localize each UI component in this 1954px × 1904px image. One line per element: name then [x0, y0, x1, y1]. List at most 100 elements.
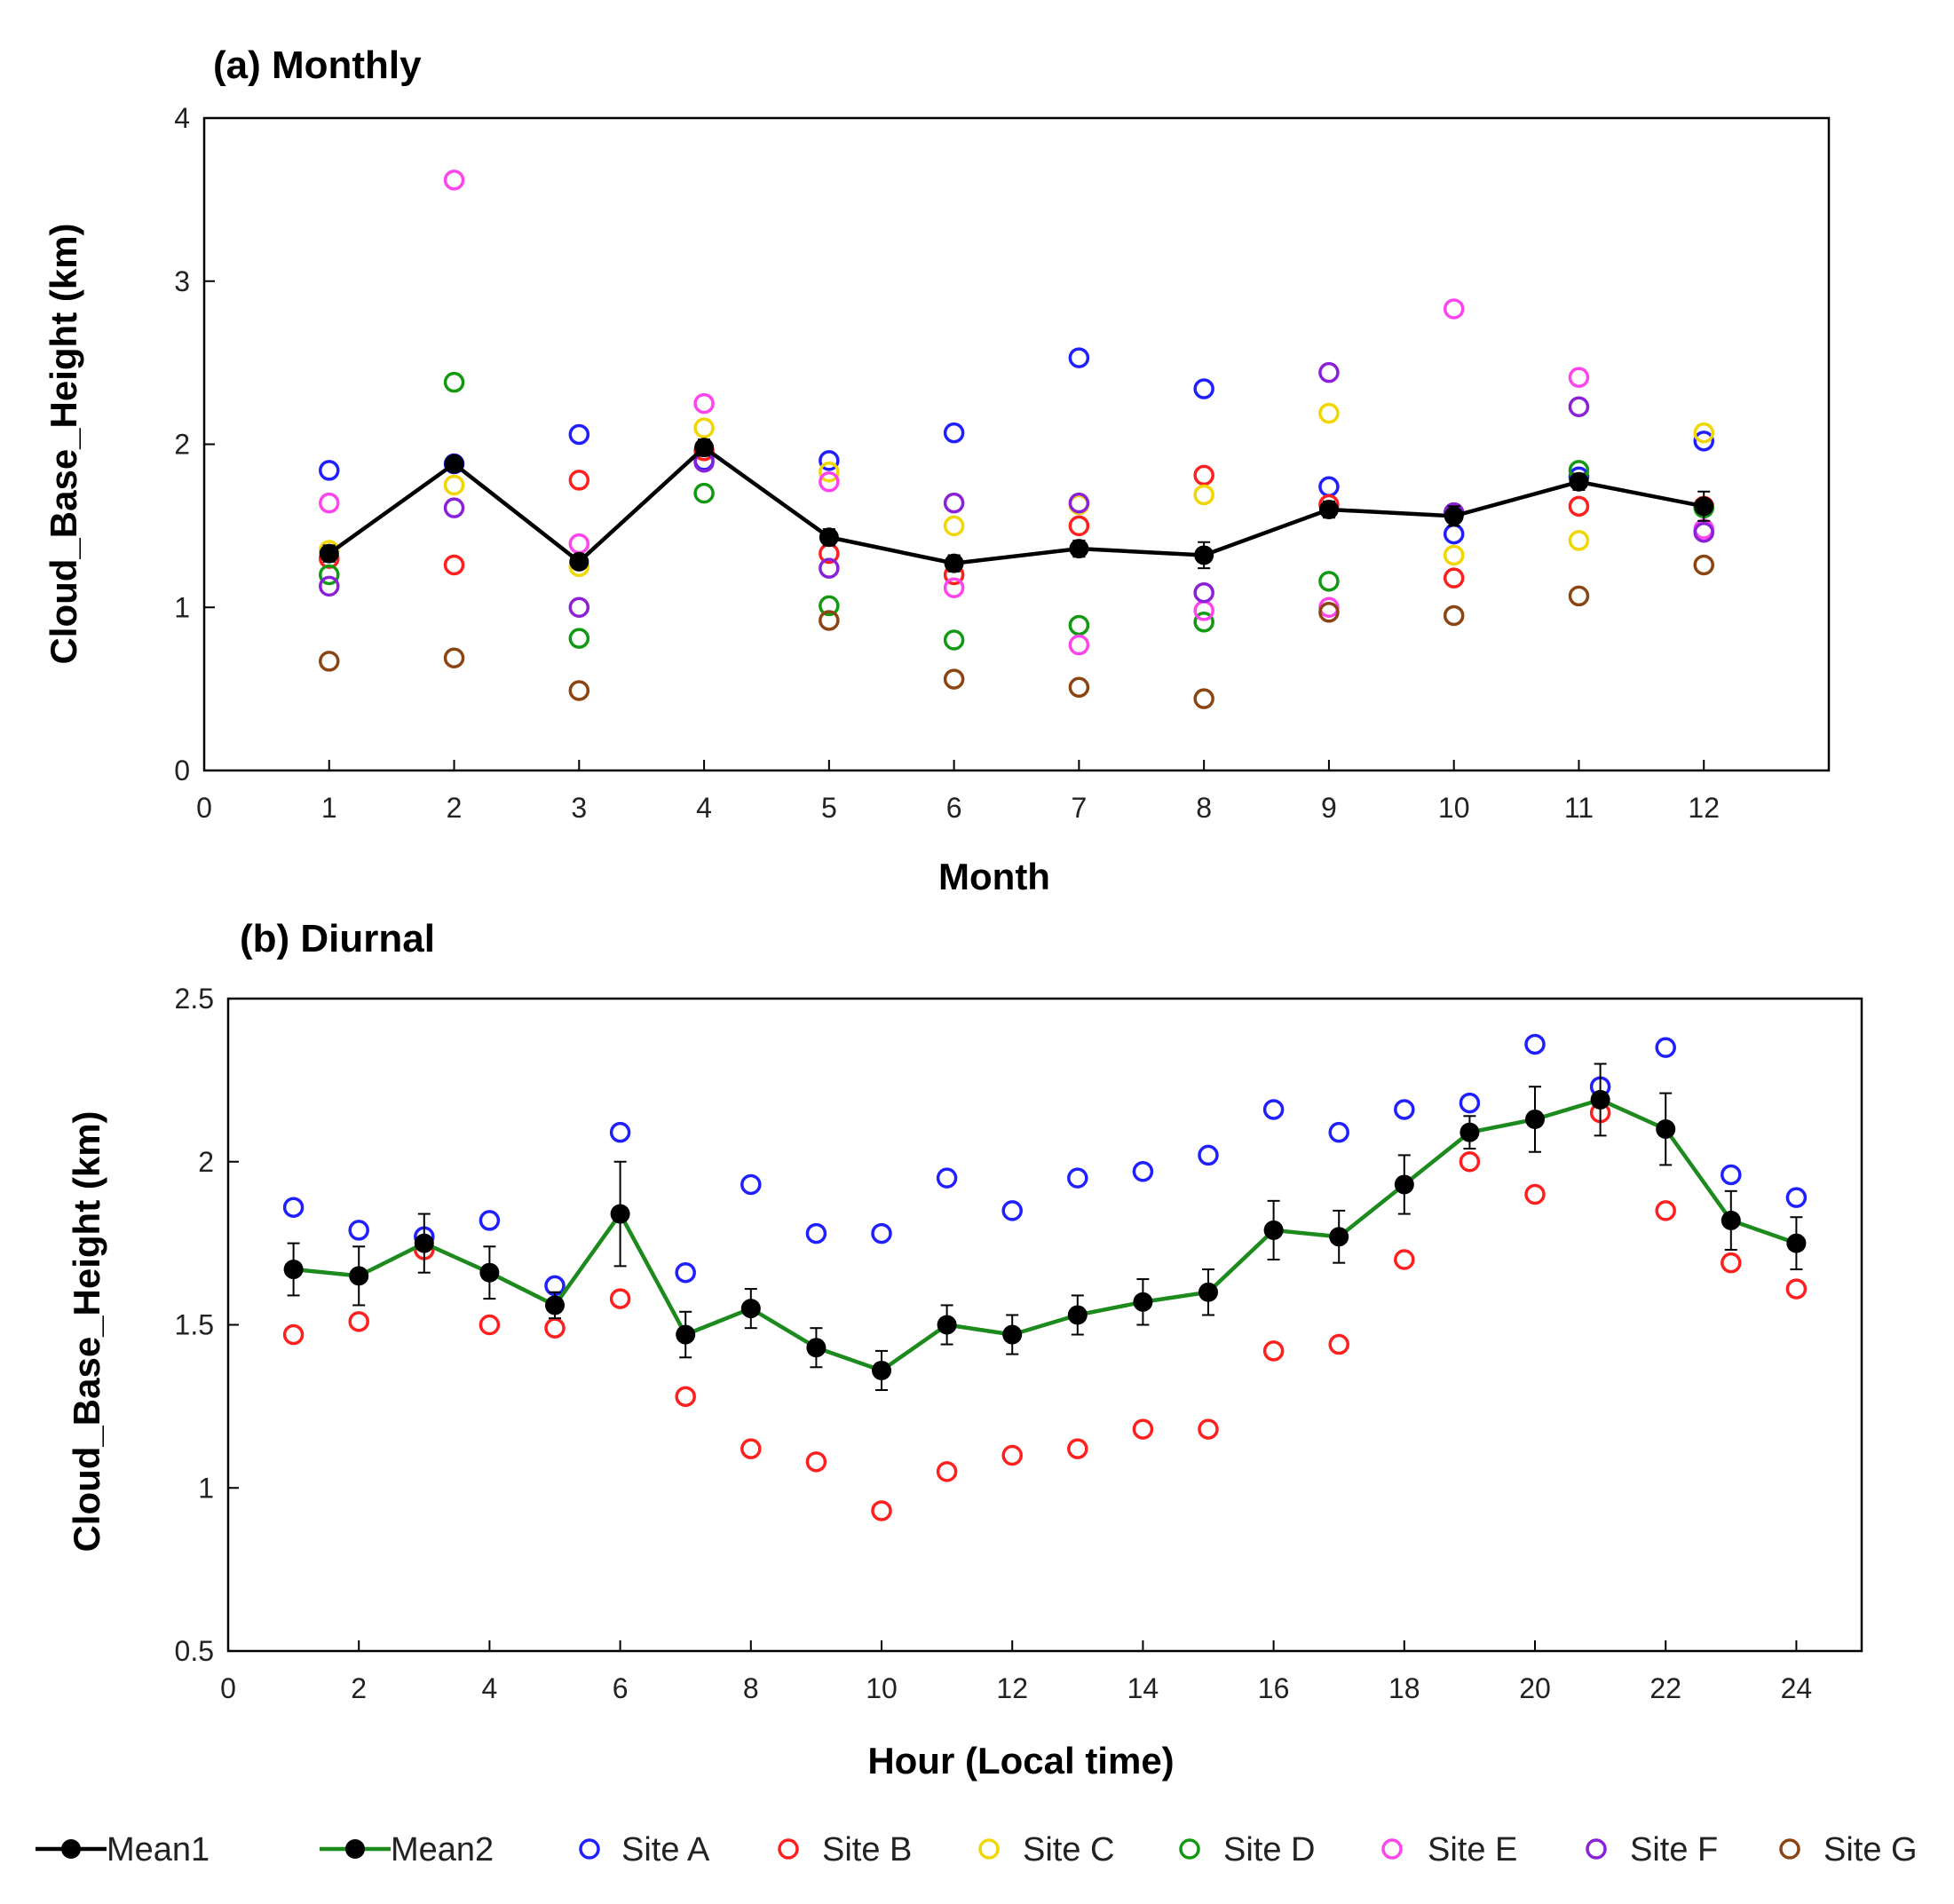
monthly-site-d-point: [568, 628, 590, 649]
monthly-x-tick-label: 5: [821, 792, 837, 824]
monthly-series-site-b: [319, 440, 1714, 589]
monthly-site-g-point: [943, 668, 965, 690]
monthly-series-site-c: [319, 402, 1714, 578]
diurnal-mean2-point: [872, 1360, 891, 1380]
diurnal-mean2-point: [806, 1338, 827, 1358]
diurnal-site-a-point: [1132, 1161, 1154, 1182]
monthly-mean1-point: [444, 454, 464, 474]
monthly-x-tick-label: 6: [946, 792, 962, 824]
monthly-y-tick-label: 1: [174, 591, 190, 623]
diurnal-site-a-point: [1067, 1167, 1088, 1189]
diurnal-site-a-point: [1785, 1187, 1808, 1208]
legend-marker-swatch: [579, 1838, 600, 1860]
diurnal-x-tick-label: 24: [1781, 1672, 1813, 1704]
diurnal-site-b-point: [1067, 1438, 1088, 1459]
diurnal-x-tick-label: 12: [996, 1672, 1028, 1704]
monthly-mean1-point: [944, 553, 964, 573]
legend-item-site-a: Site A: [579, 1831, 710, 1868]
legend-item-mean2: Mean2: [320, 1831, 494, 1868]
monthly-site-a-point: [1693, 431, 1714, 452]
legend-marker-swatch: [1381, 1838, 1403, 1860]
diurnal-site-a-point: [1001, 1200, 1023, 1221]
monthly-y-ticks: 0 1 2 3 4: [174, 102, 215, 786]
diurnal-site-a-point: [1721, 1164, 1742, 1186]
monthly-site-g-point: [1443, 604, 1465, 627]
monthly-series-site-d: [319, 371, 1714, 651]
diurnal-site-b-point: [1785, 1278, 1808, 1300]
diurnal-site-b-point: [1655, 1200, 1676, 1221]
diurnal-x-tick-label: 0: [220, 1672, 236, 1704]
legend-item-site-b: Site B: [778, 1831, 912, 1868]
monthly-site-b-point: [1068, 515, 1090, 537]
diurnal-mean2-point: [283, 1260, 304, 1280]
legend-label: Mean1: [107, 1831, 210, 1868]
diurnal-mean2-point: [1067, 1305, 1088, 1325]
monthly-x-tick-label: 1: [321, 792, 337, 824]
monthly-site-c-point: [943, 515, 965, 537]
diurnal-mean2-point: [1786, 1233, 1807, 1253]
monthly-mean1-point: [1318, 500, 1339, 519]
diurnal-site-b-point: [675, 1386, 696, 1408]
monthly-site-f-point: [319, 575, 340, 597]
monthly-site-b-point: [568, 470, 590, 491]
monthly-site-g-point: [1568, 585, 1590, 607]
legend-marker-swatch: [778, 1838, 799, 1860]
diurnal-series-site-b: [282, 1102, 1808, 1521]
monthly-site-g-point: [443, 647, 465, 668]
monthly-site-f-point: [1693, 521, 1714, 543]
monthly-site-e-point: [943, 577, 965, 598]
diurnal-site-b-point: [871, 1500, 892, 1521]
monthly-site-d-point: [819, 595, 840, 617]
diurnal-mean2-point: [1329, 1227, 1349, 1247]
monthly-site-f-point: [568, 596, 590, 618]
diurnal-site-a-point: [609, 1121, 631, 1143]
legend-label: Site G: [1823, 1831, 1918, 1868]
monthly-site-d-point: [319, 564, 340, 586]
monthly-site-c-point: [1568, 530, 1590, 551]
diurnal-x-tick-label: 20: [1519, 1672, 1551, 1704]
monthly-title: (a) Monthly: [213, 43, 422, 87]
diurnal-site-a-point: [348, 1220, 369, 1241]
monthly-series-site-e: [319, 170, 1714, 656]
monthly-marks: [319, 170, 1714, 709]
monthly-site-f-point: [443, 497, 465, 518]
monthly-mean1-point: [569, 551, 589, 572]
monthly-x-tick-label: 7: [1071, 792, 1087, 824]
monthly-site-c-point: [443, 474, 465, 496]
diurnal-site-b-point: [936, 1461, 958, 1482]
diurnal-x-tick-label: 2: [351, 1672, 367, 1704]
monthly-site-f-point: [1318, 361, 1340, 383]
monthly-series-site-a: [319, 347, 1714, 545]
legend-marker-swatch: [1179, 1838, 1200, 1860]
monthly-site-g-point: [1693, 554, 1714, 576]
monthly-site-e-point: [568, 533, 590, 555]
monthly-y-tick-label: 0: [174, 754, 190, 786]
legend-label: Mean2: [391, 1831, 494, 1868]
diurnal-site-a-point: [936, 1167, 958, 1189]
legend-label: Site A: [621, 1831, 710, 1868]
diurnal-mean2-point: [1656, 1119, 1676, 1139]
monthly-site-f-point: [1068, 492, 1090, 514]
monthly-site-d-point: [693, 482, 715, 504]
legend-label: Site D: [1223, 1831, 1315, 1868]
diurnal-site-a-point: [1459, 1092, 1481, 1114]
monthly-site-g-point: [1318, 602, 1340, 623]
monthly-mean1-point: [1569, 471, 1589, 492]
diurnal-y-tick-label: 2: [198, 1146, 214, 1178]
diurnal-x-tick-label: 18: [1388, 1672, 1420, 1704]
monthly-y-tick-label: 2: [174, 429, 190, 461]
diurnal-mean2-point: [479, 1262, 500, 1283]
legend-marker-swatch: [61, 1839, 81, 1859]
monthly-mean1-point: [819, 527, 839, 548]
legend-item-site-f: Site F: [1586, 1831, 1718, 1868]
monthly-site-c-point: [819, 461, 840, 483]
monthly-mean1-point: [1069, 539, 1089, 559]
diurnal-marks: [282, 1033, 1808, 1521]
monthly-site-b-point: [1443, 567, 1465, 589]
diurnal-mean2-point: [1199, 1282, 1218, 1302]
monthly-x-ticks: 0 1 2 3 4 5 6 7 8 9 10 11 12: [196, 760, 1720, 824]
legend-marker-swatch: [978, 1838, 1000, 1860]
monthly-site-d-point: [1068, 614, 1090, 636]
